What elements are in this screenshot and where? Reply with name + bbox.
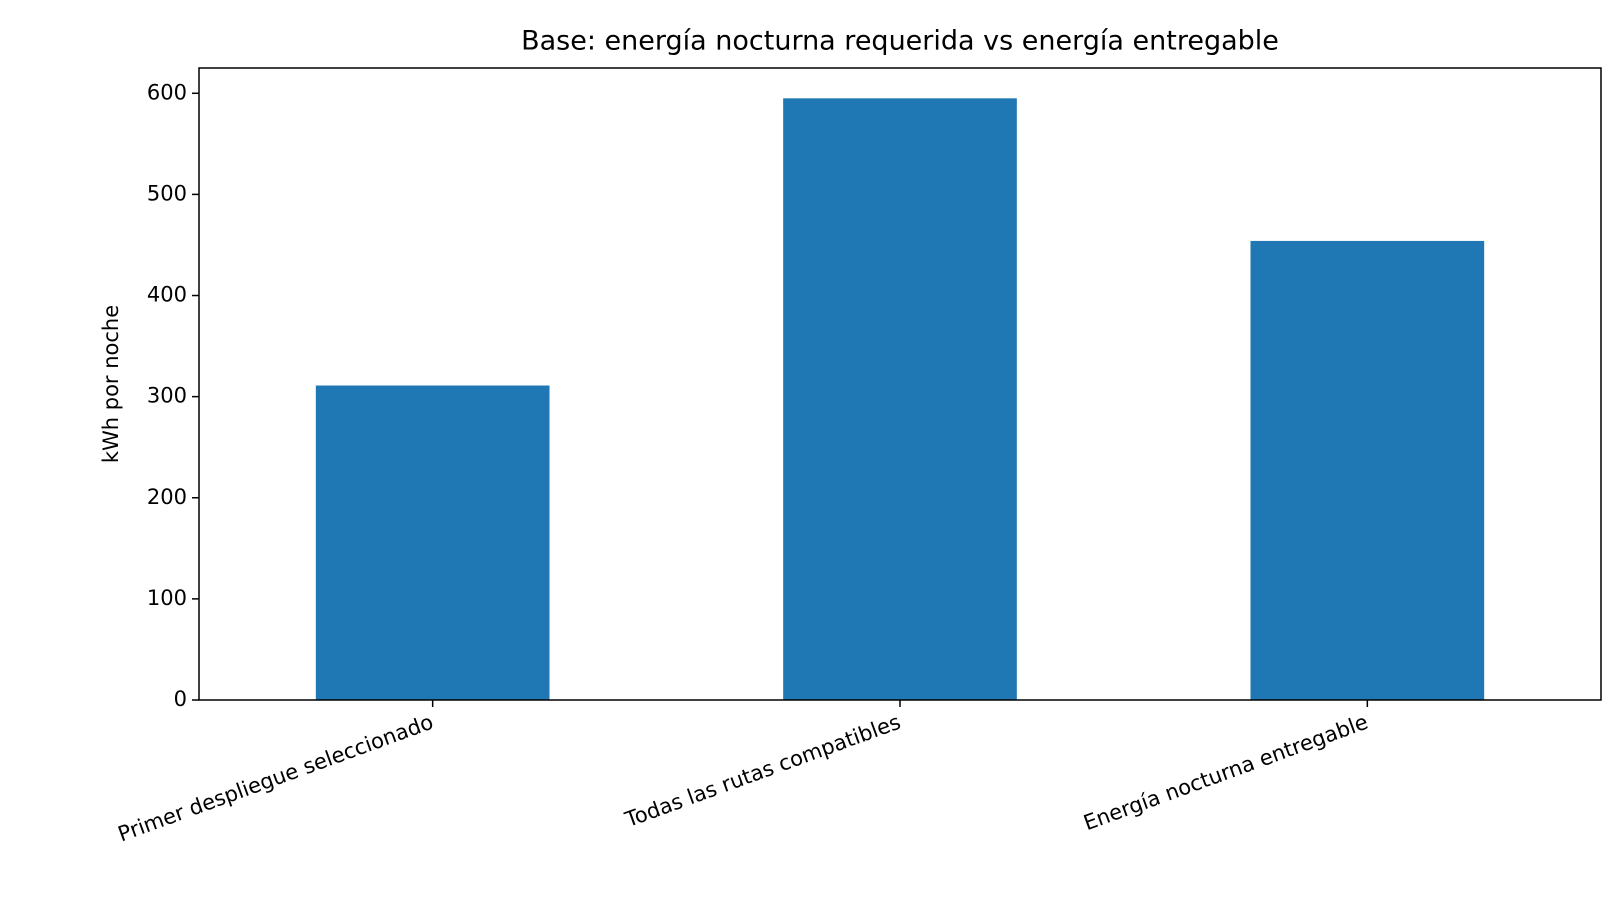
x-tick-label: Energía nocturna entregable [1080,710,1371,835]
y-tick-label: 100 [147,586,187,610]
bar [783,98,1017,700]
y-tick-label: 0 [174,687,187,711]
x-tick-label: Todas las rutas compatibles [621,710,904,832]
y-tick-label: 600 [147,80,187,104]
y-tick-label: 400 [147,283,187,307]
x-tick-label: Primer despliegue seleccionado [115,710,437,847]
bar [315,385,550,700]
y-tick-label: 500 [147,181,187,205]
bar [1250,240,1485,700]
plot-frame [198,67,1602,701]
y-tick-label: 300 [147,384,187,408]
chart-title: Base: energía nocturna requerida vs ener… [521,26,1279,57]
y-axis-label: kWh por noche [99,305,123,463]
y-tick-label: 200 [147,485,187,509]
